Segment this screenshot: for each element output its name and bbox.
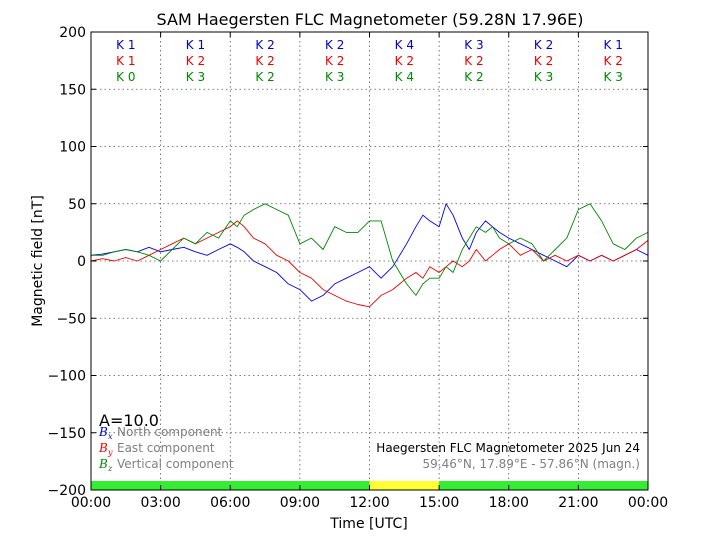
x-tick-label: 21:00 [558, 495, 598, 511]
k-index-label: K 1 [604, 38, 623, 52]
legend-subscript: x [108, 432, 113, 441]
k-index-label: K 0 [116, 70, 135, 84]
y-tick-label: 0 [77, 254, 86, 270]
x-tick-label: 03:00 [140, 495, 180, 511]
legend-subscript: z [107, 464, 113, 473]
k-index-label: K 1 [186, 38, 205, 52]
series-line-z [91, 203, 649, 296]
k-index-label: K 2 [325, 54, 344, 68]
k-index-label: K 3 [604, 70, 623, 84]
k-index-label: K 2 [186, 54, 205, 68]
x-tick-label: 12:00 [349, 495, 389, 511]
k-index-label: K 2 [464, 70, 483, 84]
k-index-label: K 3 [464, 38, 483, 52]
axis-ticks: 00:00 03:00 06:00 09:00 12:00 15:00 18:00 21:00… [48, 25, 669, 511]
k-index-label: K 2 [255, 54, 274, 68]
activity-bar-segment [369, 481, 440, 490]
chart-title: SAM Haegersten FLC Magnetometer (59.28N … [157, 10, 584, 29]
legend-label: Vertical component [117, 457, 234, 471]
x-axis-label: Time [UTC] [329, 516, 407, 532]
y-axis-label: Magnetic field [nT] [30, 195, 46, 327]
series-lines [90, 203, 649, 308]
y-tick-label: 100 [59, 140, 86, 156]
k-index-label: K 2 [604, 54, 623, 68]
a-index-label: A=10.0 [99, 411, 159, 430]
legend-symbol: B [98, 441, 108, 455]
k-index-label: K 2 [534, 54, 553, 68]
x-tick-label: 00:00 [71, 495, 111, 511]
legend-label: East component [117, 441, 215, 455]
legend-symbol: B [98, 425, 108, 439]
y-tick-label: −50 [56, 311, 86, 327]
k-index-label: K 4 [395, 38, 414, 52]
k-index-label: K 3 [325, 70, 344, 84]
k-index-label: K 3 [186, 70, 205, 84]
legend-label: North component [117, 425, 223, 439]
y-tick-label: −200 [48, 483, 86, 499]
y-tick-label: −100 [48, 369, 86, 385]
y-tick-label: 200 [59, 25, 86, 41]
legend-subscript: y [107, 448, 113, 457]
y-tick-label: 150 [59, 82, 86, 98]
k-index-label: K 2 [255, 38, 274, 52]
station-coordinates: 59.46°N, 17.89°E - 57.86°N (magn.) [423, 457, 640, 471]
activity-bar-segment [439, 481, 648, 490]
k-index-label: K 2 [464, 54, 483, 68]
x-tick-label: 15:00 [419, 495, 459, 511]
legend-symbol: B [98, 457, 108, 471]
station-title: Haegersten FLC Magnetometer 2025 Jun 24 [376, 441, 640, 455]
k-index-label: K 1 [116, 38, 135, 52]
x-tick-label: 00:00 [628, 495, 668, 511]
x-tick-label: 09:00 [280, 495, 320, 511]
series-line-x [90, 203, 649, 302]
k-index-label: K 2 [325, 38, 344, 52]
k-index-labels: K 1 K 1 K 2 K 2 K 4 K 3 K 2 K 1 K 1 K 2 K 2 K 2 K 2 K… [116, 38, 623, 84]
y-tick-label: 50 [68, 197, 86, 213]
k-index-label: K 2 [255, 70, 274, 84]
k-index-label: K 3 [534, 70, 553, 84]
k-index-label: K 2 [534, 38, 553, 52]
x-tick-label: 06:00 [210, 495, 250, 511]
k-index-label: K 2 [395, 54, 414, 68]
x-tick-label: 18:00 [489, 495, 529, 511]
y-tick-label: −150 [48, 426, 86, 442]
k-index-label: K 4 [395, 70, 414, 84]
grid-lines [90, 31, 649, 491]
k-index-label: K 1 [116, 54, 135, 68]
